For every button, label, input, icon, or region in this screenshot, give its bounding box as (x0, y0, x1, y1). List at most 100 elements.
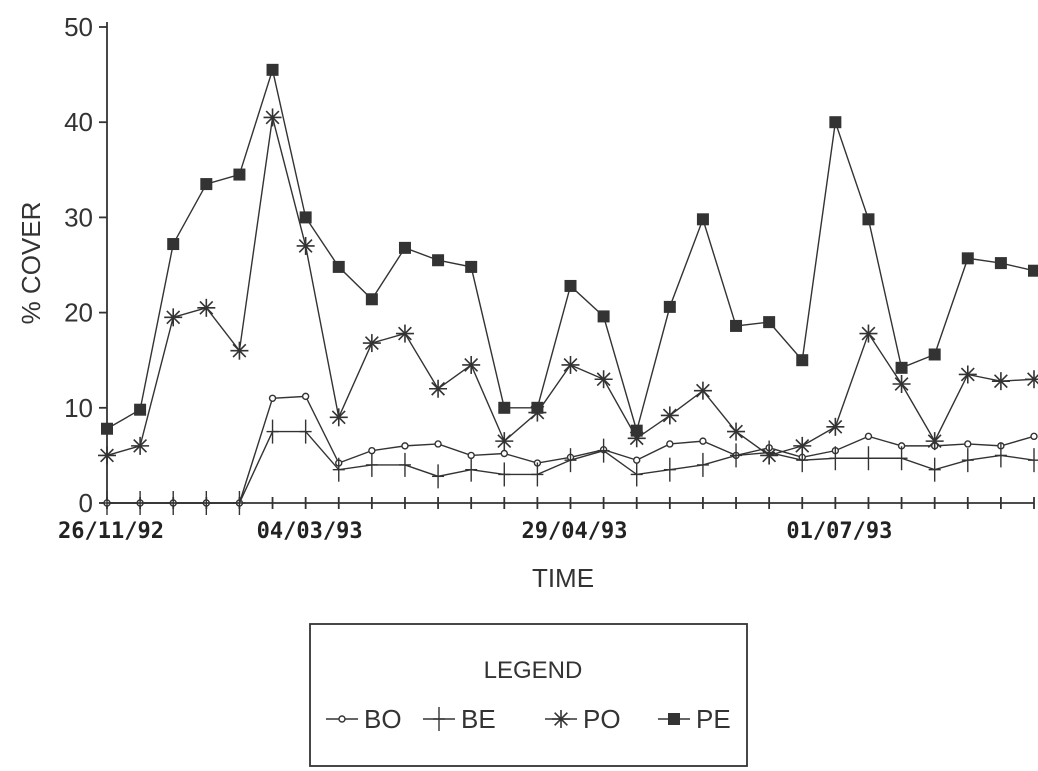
data-point (925, 432, 944, 451)
data-point (101, 491, 113, 515)
data-point (552, 710, 570, 728)
data-point (564, 448, 577, 473)
data-point (329, 408, 348, 427)
data-point (961, 448, 974, 473)
data-point (531, 401, 544, 414)
data-point (991, 372, 1010, 391)
data-point (693, 381, 712, 400)
y-tick-label: 40 (64, 107, 93, 137)
data-point (829, 116, 842, 129)
data-point (864, 432, 873, 441)
data-point (964, 440, 972, 448)
legend-box (309, 623, 748, 767)
data-point (167, 491, 180, 515)
legend: LEGEND BO BE PO PE (309, 623, 748, 767)
data-point (668, 713, 680, 725)
x-date-label: 26/11/92 (58, 519, 164, 544)
x-date-label: 04/03/93 (257, 519, 363, 544)
data-point (233, 168, 246, 181)
series-pe (101, 63, 1038, 437)
data-point (1030, 432, 1038, 441)
data-point (401, 442, 409, 450)
data-point (462, 355, 481, 374)
y-tick-label: 10 (64, 393, 93, 423)
data-point (994, 443, 1007, 468)
data-point (434, 440, 442, 448)
data-point (928, 457, 941, 482)
data-point (338, 715, 346, 723)
data-point (365, 452, 378, 477)
data-point (793, 436, 812, 455)
data-point (197, 298, 216, 317)
data-point (233, 491, 246, 515)
data-point (630, 462, 643, 487)
x-axis-date-labels: 26/11/92 04/03/93 29/04/93 01/07/93 (58, 519, 892, 544)
data-point (829, 446, 842, 471)
data-point (164, 308, 183, 327)
data-point (131, 436, 150, 455)
data-point (299, 211, 312, 224)
data-point (200, 178, 213, 191)
y-axis-ticks: 0 10 20 30 40 50 (64, 12, 107, 518)
axes (106, 22, 1034, 504)
x-date-label: 29/04/93 (522, 519, 628, 544)
legend-items: BO BE PO PE (326, 704, 731, 734)
legend-item-bo: BO (326, 704, 402, 734)
data-point (597, 310, 610, 323)
data-point (1028, 448, 1038, 473)
data-point (495, 432, 514, 451)
data-point (564, 279, 577, 292)
data-point (958, 365, 977, 384)
legend-item-be: BE (423, 704, 496, 734)
data-point (594, 370, 613, 389)
data-point (263, 108, 282, 127)
data-point (268, 394, 277, 402)
data-point (727, 422, 746, 441)
data-point (663, 457, 676, 482)
data-point (696, 213, 709, 226)
data-point (266, 419, 279, 444)
data-point (332, 457, 345, 482)
data-point (465, 260, 478, 273)
data-point (362, 334, 381, 353)
y-tick-label: 50 (64, 12, 93, 42)
data-point (862, 213, 875, 226)
data-point (429, 379, 448, 398)
legend-item-pe: PE (658, 704, 731, 734)
data-point (928, 348, 941, 361)
data-point (432, 254, 445, 267)
data-point (531, 462, 544, 487)
data-point (892, 375, 911, 393)
data-point (398, 452, 411, 477)
series-po (98, 108, 1038, 465)
data-point (332, 260, 345, 273)
data-point (663, 300, 676, 313)
data-point (633, 456, 641, 464)
data-point (561, 355, 580, 374)
data-point (296, 236, 315, 255)
y-tick-label: 30 (64, 202, 93, 232)
series-layer (98, 63, 1038, 515)
data-point (301, 392, 310, 401)
data-point (796, 354, 809, 367)
data-point (266, 63, 279, 76)
data-point (101, 422, 113, 435)
data-point (200, 491, 213, 515)
data-point (597, 438, 610, 463)
x-axis-title: TIME (532, 563, 594, 593)
data-point (699, 437, 707, 445)
legend-label: PE (696, 704, 731, 734)
data-point (299, 419, 312, 444)
y-axis-title: % COVER (16, 202, 46, 325)
x-date-label: 01/07/93 (786, 519, 892, 544)
data-point (432, 464, 445, 489)
data-point (365, 293, 378, 306)
data-point (859, 324, 878, 343)
data-point (395, 324, 414, 343)
data-point (500, 449, 508, 458)
data-point (467, 451, 475, 460)
data-point (167, 238, 180, 251)
legend-label: BO (364, 704, 402, 734)
data-point (730, 319, 743, 332)
